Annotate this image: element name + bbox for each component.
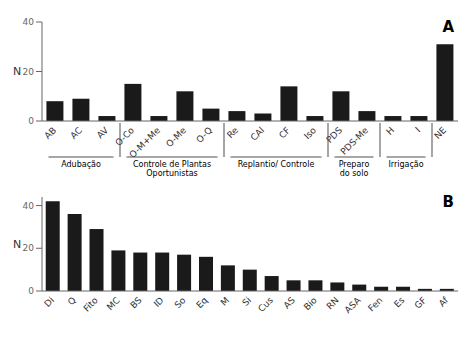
svg-text:AC: AC <box>68 125 84 141</box>
svg-text:AB: AB <box>42 125 58 141</box>
svg-text:O-M+Me: O-M+Me <box>127 125 162 160</box>
svg-text:I: I <box>413 125 422 134</box>
svg-text:Q: Q <box>66 295 78 307</box>
svg-text:Iso: Iso <box>302 125 319 142</box>
svg-text:MC: MC <box>105 295 122 312</box>
svg-text:Fen: Fen <box>366 295 384 313</box>
svg-text:CAl: CAl <box>249 125 267 143</box>
svg-text:PDS: PDS <box>324 125 344 145</box>
svg-text:Es: Es <box>392 295 407 310</box>
svg-text:BS: BS <box>128 295 144 311</box>
svg-text:H: H <box>384 125 396 137</box>
svg-text:RN: RN <box>324 295 340 311</box>
svg-text:Af: Af <box>437 295 451 309</box>
svg-text:AS: AS <box>282 295 298 311</box>
svg-text:Preparodo solo: Preparodo solo <box>339 160 370 178</box>
svg-text:N: N <box>13 238 21 251</box>
svg-text:CF: CF <box>277 125 292 140</box>
svg-text:NE: NE <box>432 125 448 141</box>
svg-text:ASA: ASA <box>343 295 364 316</box>
svg-text:Cus: Cus <box>256 295 275 314</box>
svg-text:40: 40 <box>23 17 35 27</box>
svg-text:AV: AV <box>95 125 111 141</box>
svg-text:Fito: Fito <box>81 295 100 314</box>
svg-text:So: So <box>172 295 187 310</box>
svg-text:Controle de PlantasOportunista: Controle de PlantasOportunistas <box>133 160 211 178</box>
svg-text:20: 20 <box>23 67 35 77</box>
svg-text:N: N <box>13 65 21 78</box>
svg-text:20: 20 <box>23 243 35 253</box>
svg-text:Re: Re <box>225 125 240 140</box>
svg-text:M: M <box>219 295 232 308</box>
svg-text:O-Q: O-Q <box>194 125 214 145</box>
html-text:A: A <box>442 18 454 36</box>
svg-text:40: 40 <box>23 201 35 211</box>
svg-text:Adubação: Adubação <box>61 160 101 169</box>
svg-text:Bio: Bio <box>302 295 319 312</box>
html-text:B: B <box>442 193 454 211</box>
svg-text:Si: Si <box>240 295 253 308</box>
svg-text:0: 0 <box>28 286 34 296</box>
svg-text:Di: Di <box>42 295 56 309</box>
svg-text:Replantio/ Controle: Replantio/ Controle <box>238 160 315 169</box>
svg-text:GF: GF <box>413 295 429 311</box>
svg-text:PDS-Me: PDS-Me <box>339 125 371 157</box>
svg-text:Irrigação: Irrigação <box>388 160 423 169</box>
svg-text:O-Co: O-Co <box>113 125 136 148</box>
svg-text:Eq: Eq <box>194 295 209 310</box>
svg-text:O-Me: O-Me <box>164 125 188 149</box>
svg-text:ID: ID <box>152 295 166 309</box>
svg-text:0: 0 <box>28 116 34 126</box>
